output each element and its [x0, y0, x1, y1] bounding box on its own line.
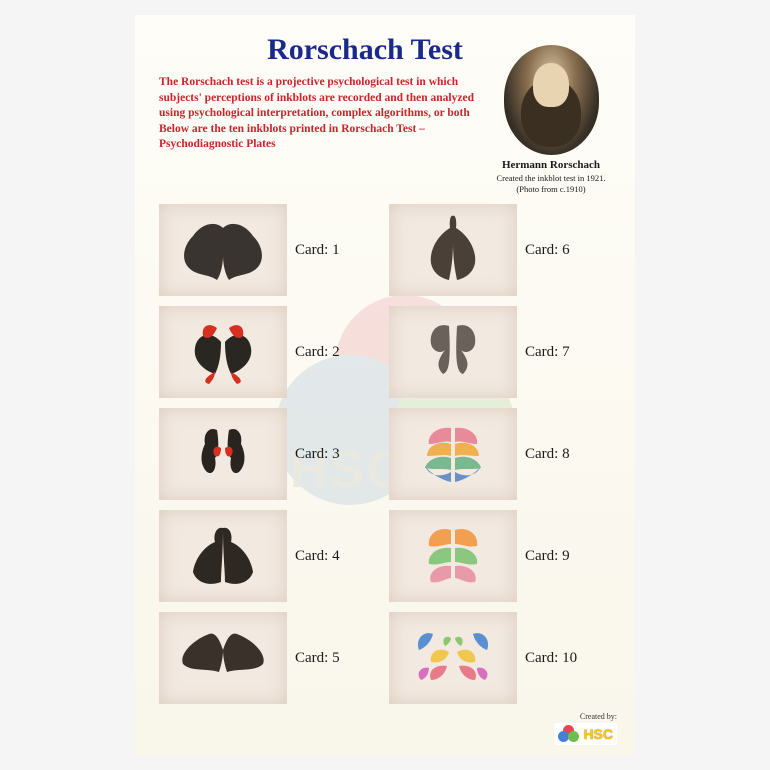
header: Rorschach Test The Rorschach test is a p… [159, 33, 611, 194]
card-grid: Card: 1 Card: 6 Card: 2 Card: 7 Card: 3 … [159, 204, 611, 704]
card-label: Card: 4 [295, 548, 340, 565]
poster: HSC Rorschach Test The Rorschach test is… [135, 15, 635, 755]
card: Card: 7 [389, 306, 611, 398]
portrait-image [504, 45, 599, 155]
card: Card: 2 [159, 306, 381, 398]
card: Card: 1 [159, 204, 381, 296]
card: Card: 4 [159, 510, 381, 602]
inkblot-plate [159, 204, 287, 296]
card-label: Card: 3 [295, 446, 340, 463]
footer-created-by: Created by: [554, 712, 617, 721]
card: Card: 10 [389, 612, 611, 704]
portrait-block: Hermann Rorschach Created the inkblot te… [491, 45, 611, 194]
card: Card: 9 [389, 510, 611, 602]
card-label: Card: 6 [525, 242, 570, 259]
card-label: Card: 10 [525, 650, 577, 667]
intro-row: The Rorschach test is a projective psych… [159, 73, 611, 194]
inkblot-plate [389, 204, 517, 296]
card-label: Card: 2 [295, 344, 340, 361]
card-label: Card: 1 [295, 242, 340, 259]
card: Card: 8 [389, 408, 611, 500]
card-label: Card: 7 [525, 344, 570, 361]
card: Card: 6 [389, 204, 611, 296]
card-label: Card: 9 [525, 548, 570, 565]
inkblot-plate [389, 408, 517, 500]
inkblot-plate [159, 408, 287, 500]
inkblot-plate [389, 510, 517, 602]
inkblot-plate [159, 510, 287, 602]
portrait-name: Hermann Rorschach [491, 159, 611, 171]
card: Card: 5 [159, 612, 381, 704]
portrait-caption: Created the inkblot test in 1921. (Photo… [491, 173, 611, 194]
footer: Created by: HSC [554, 712, 617, 745]
footer-brand: HSC [583, 726, 613, 742]
footer-logo-circles [558, 725, 580, 743]
card-label: Card: 8 [525, 446, 570, 463]
footer-logo: HSC [554, 723, 617, 745]
inkblot-plate [159, 306, 287, 398]
inkblot-plate [389, 306, 517, 398]
card-label: Card: 5 [295, 650, 340, 667]
intro-text: The Rorschach test is a projective psych… [159, 73, 479, 194]
inkblot-plate [389, 612, 517, 704]
inkblot-plate [159, 612, 287, 704]
card: Card: 3 [159, 408, 381, 500]
